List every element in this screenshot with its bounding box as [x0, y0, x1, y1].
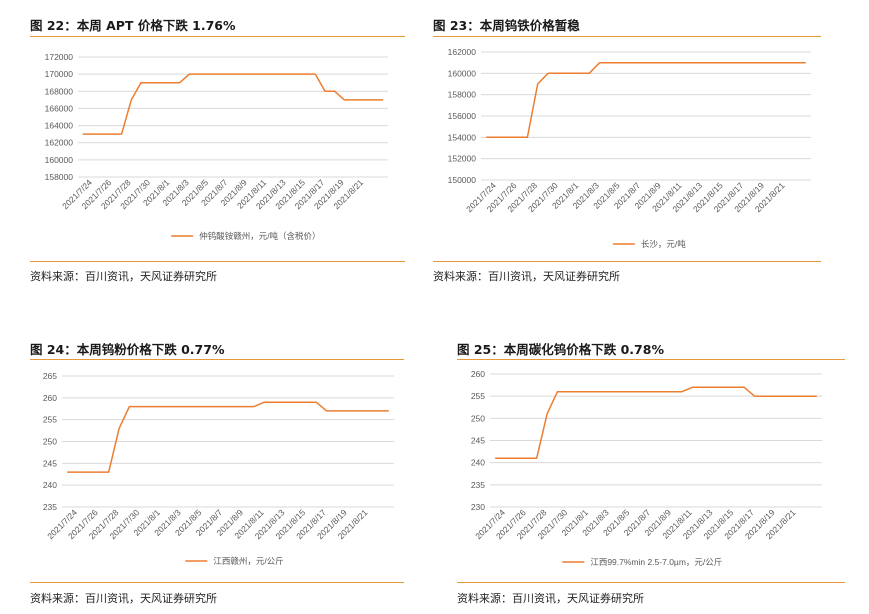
series-line [495, 386, 817, 459]
chart-panel-23: 图 23：本周钨铁价格暂稳 150000 152000 154000 156000 15… [433, 0, 823, 290]
source-rule [30, 261, 405, 262]
y-tick-label: 250 [471, 413, 485, 423]
title-rule [457, 359, 845, 360]
y-tick-label: 240 [471, 458, 485, 468]
title-rule [30, 36, 405, 37]
title-rule [433, 36, 821, 37]
y-tick-label: 240 [43, 480, 57, 490]
legend-label: 江西赣州，元/公斤 [213, 556, 283, 566]
series-line [486, 61, 806, 139]
line-chart-ferrotungsten: 150000 152000 154000 156000 158000 160000 1620… [448, 47, 811, 249]
source-note: 资料来源：百川资讯，天风证券研究所 [30, 592, 217, 605]
chart-panel-22: 图 22：本周 APT 价格下跌 1.76% 158000 160000 16200… [30, 0, 405, 290]
y-tick-label: 230 [471, 502, 485, 512]
y-tick-label: 162000 [45, 138, 74, 148]
series-line [82, 73, 384, 135]
y-tick-label: 160000 [45, 155, 74, 165]
legend-label: 仲钨酸铵赣州，元/吨（含税价） [199, 231, 320, 241]
y-tick-label: 150000 [448, 175, 477, 185]
series-line [67, 401, 389, 473]
y-tick-label: 166000 [45, 103, 74, 113]
y-tick-label: 154000 [448, 132, 477, 142]
y-tick-label: 250 [43, 437, 57, 447]
source-rule [433, 261, 821, 262]
chart-title: 图 25：本周碳化钨价格下跌 0.78% [457, 342, 664, 357]
y-tick-label: 260 [471, 369, 485, 379]
source-note: 资料来源：百川资讯，天风证券研究所 [457, 592, 644, 605]
source-rule [30, 582, 404, 583]
line-chart-tungsten-carbide: 2302352402452502552602021/7/242021/7/262… [471, 369, 822, 567]
line-chart-tungsten-powder: 2352402452502552602652021/7/242021/7/262… [43, 371, 394, 566]
line-chart-apt: 158000 160000 162000 164000 166000 168000 1700… [45, 52, 388, 241]
y-tick-label: 245 [471, 436, 485, 446]
y-tick-label: 162000 [448, 47, 477, 57]
source-note: 资料来源：百川资讯，天风证券研究所 [30, 270, 217, 283]
chart-title: 图 24：本周钨粉价格下跌 0.77% [30, 342, 225, 357]
source-rule [457, 582, 845, 583]
y-tick-label: 164000 [45, 121, 74, 131]
chart-title: 图 23：本周钨铁价格暂稳 [433, 18, 580, 33]
y-tick-label: 245 [43, 458, 57, 468]
y-tick-label: 235 [471, 480, 485, 490]
y-tick-label: 265 [43, 371, 57, 381]
y-tick-label: 168000 [45, 86, 74, 96]
y-tick-label: 255 [43, 415, 57, 425]
chart-title: 图 22：本周 APT 价格下跌 1.76% [30, 18, 236, 33]
y-tick-label: 158000 [45, 172, 74, 182]
y-tick-label: 152000 [448, 154, 477, 164]
legend-label: 长沙，元/吨 [641, 239, 686, 249]
chart-panel-25: 图 25：本周碳化钨价格下跌 0.78% 230 235 240 245 250 255 2… [457, 325, 847, 614]
y-tick-label: 160000 [448, 68, 477, 78]
y-tick-label: 260 [43, 393, 57, 403]
y-tick-label: 158000 [448, 90, 477, 100]
y-tick-label: 170000 [45, 69, 74, 79]
legend-label: 江西99.7%min 2.5-7.0µm，元/公斤 [590, 557, 722, 567]
source-note: 资料来源：百川资讯，天风证券研究所 [433, 270, 620, 283]
y-tick-label: 235 [43, 502, 57, 512]
y-tick-label: 255 [471, 391, 485, 401]
title-rule [30, 359, 404, 360]
chart-panel-24: 图 24：本周钨粉价格下跌 0.77% 235 240 245 250 255 260 26… [30, 325, 405, 614]
y-tick-label: 156000 [448, 111, 477, 121]
y-tick-label: 172000 [45, 52, 74, 62]
